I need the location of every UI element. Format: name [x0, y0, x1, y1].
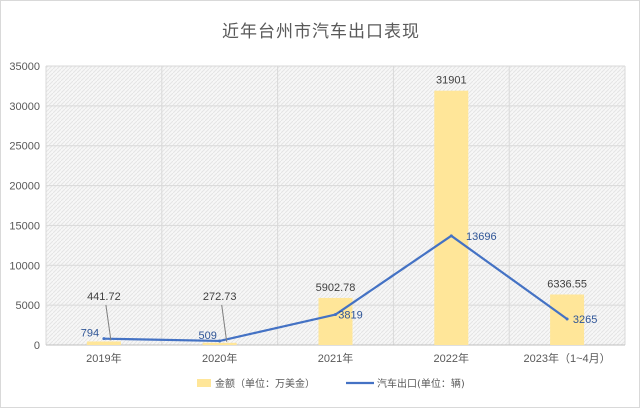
y-tick-label: 0	[34, 340, 40, 352]
x-tick-label: 2023年（1~4月）	[524, 351, 611, 365]
data-labels: 441.72 272.73 5902.78 31901 6336.55 794 509 381…	[81, 75, 598, 342]
x-tick-label: 2019年	[86, 351, 121, 365]
legend-line-label: 汽车出口(单位：辆)	[377, 377, 465, 390]
line-data-label: 3819	[338, 310, 362, 322]
bar-series	[86, 90, 585, 345]
line-point	[102, 337, 106, 341]
x-tick-label: 2021年	[318, 351, 353, 365]
x-axis: 2019年 2020年 2021年 2022年 2023年（1~4月）	[86, 351, 611, 365]
y-tick-label: 20000	[9, 181, 40, 193]
y-tick-label: 30000	[9, 101, 40, 113]
x-tick-label: 2022年	[434, 351, 469, 365]
line-data-label: 509	[199, 330, 217, 342]
label-leader-line	[105, 304, 112, 341]
line-point	[218, 339, 222, 343]
legend-bar-label: 金额（单位：万美金）	[215, 377, 315, 390]
y-tick-label: 5000	[16, 300, 40, 312]
y-axis: 0 5000 10000 15000 20000 25000 30000 35000	[9, 61, 40, 352]
line-data-label: 13696	[466, 231, 497, 243]
bar-data-label: 6336.55	[547, 278, 587, 290]
x-tick-label: 2020年	[202, 351, 237, 365]
line-point	[449, 234, 453, 238]
line-point	[334, 313, 337, 317]
bar	[434, 90, 469, 345]
legend: 金额（单位：万美金） 汽车出口(单位：辆)	[197, 377, 465, 390]
bar-data-label: 441.72	[87, 291, 121, 303]
bar-data-label: 31901	[436, 75, 467, 87]
label-leader-line	[221, 304, 228, 342]
y-tick-label: 15000	[9, 220, 40, 232]
line-series	[102, 234, 569, 343]
line-point	[565, 317, 569, 321]
bar	[202, 342, 237, 345]
bar	[86, 341, 121, 345]
bar-data-label: 272.73	[203, 291, 237, 303]
line-data-label: 3265	[573, 314, 597, 326]
bar-data-label: 5902.78	[316, 282, 356, 294]
legend-bar-swatch	[197, 379, 211, 387]
chart-title: 近年台州市汽车出口表现	[222, 22, 420, 42]
line-data-label: 794	[81, 328, 99, 340]
y-tick-label: 10000	[9, 260, 40, 272]
y-tick-label: 25000	[9, 141, 40, 153]
y-tick-label: 35000	[9, 61, 40, 73]
